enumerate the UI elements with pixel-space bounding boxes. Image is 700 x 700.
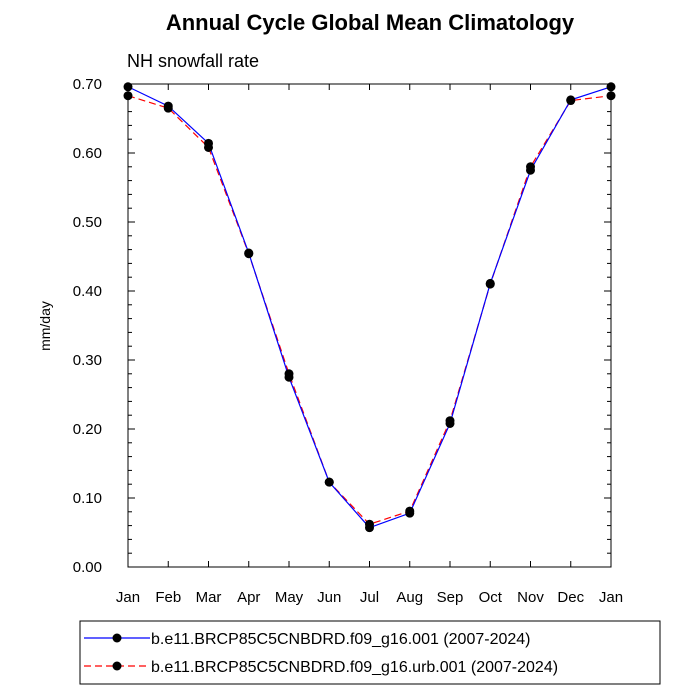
- series-1-point: [123, 82, 133, 92]
- chart-subtitle: NH snowfall rate: [127, 51, 259, 71]
- x-tick-label: Jul: [360, 589, 379, 606]
- series-2-point: [445, 416, 455, 426]
- series-2-point: [284, 369, 294, 379]
- y-tick-label: 0.50: [73, 214, 102, 231]
- series-2-point: [244, 249, 254, 259]
- x-tick-label: Oct: [479, 589, 503, 606]
- x-tick-label: Nov: [517, 589, 544, 606]
- series-2-point: [566, 96, 576, 106]
- chart-title: Annual Cycle Global Mean Climatology: [166, 10, 575, 35]
- x-tick-label: Sep: [437, 589, 464, 606]
- legend-marker-2: [112, 661, 122, 671]
- x-tick-label: Feb: [155, 589, 181, 606]
- y-tick-label: 0.30: [73, 352, 102, 369]
- x-tick-label: Jan: [599, 589, 623, 606]
- series-1-point: [606, 82, 616, 92]
- y-tick-label: 0.70: [73, 76, 102, 93]
- x-tick-label: Jan: [116, 589, 140, 606]
- series-2-point: [365, 519, 374, 529]
- x-tick-label: May: [275, 589, 304, 606]
- series-line-2: [127, 95, 612, 525]
- axes-layer: Jan Feb Mar Apr May Jun Jul Aug Sep Oct Nov Dec Jan 0…: [73, 76, 623, 606]
- series-2-point: [405, 506, 415, 516]
- x-tick-label: Mar: [196, 589, 222, 606]
- x-tick-label: Jun: [317, 589, 341, 606]
- series-2-point: [163, 103, 173, 113]
- series-2-point: [324, 477, 334, 487]
- legend-marker-1: [112, 633, 122, 643]
- y-axis-label: mm/day: [37, 301, 53, 351]
- series-2-point: [526, 162, 535, 172]
- y-tick-label: 0.60: [73, 145, 102, 162]
- series-2-point: [606, 91, 616, 101]
- series-layer: [123, 82, 616, 533]
- x-tick-label: Apr: [237, 589, 260, 606]
- legend-box: [79, 620, 661, 685]
- legend: b.e11.BRCP85C5CNBDRD.f09_g16.001 (2007-2…: [79, 620, 661, 685]
- y-tick-label: 0.00: [73, 559, 102, 576]
- y-tick-label: 0.40: [73, 283, 102, 300]
- x-tick-label: Aug: [396, 589, 423, 606]
- legend-label-2: b.e11.BRCP85C5CNBDRD.f09_g16.urb.001 (20…: [151, 659, 558, 676]
- series-2-point: [123, 91, 133, 101]
- series-2-point: [485, 279, 495, 289]
- series-2-point: [204, 142, 213, 152]
- y-tick-label: 0.10: [73, 490, 102, 507]
- x-tick-label: Dec: [557, 589, 584, 606]
- y-tick-label: 0.20: [73, 421, 102, 438]
- legend-label-1: b.e11.BRCP85C5CNBDRD.f09_g16.001 (2007-2…: [151, 631, 530, 648]
